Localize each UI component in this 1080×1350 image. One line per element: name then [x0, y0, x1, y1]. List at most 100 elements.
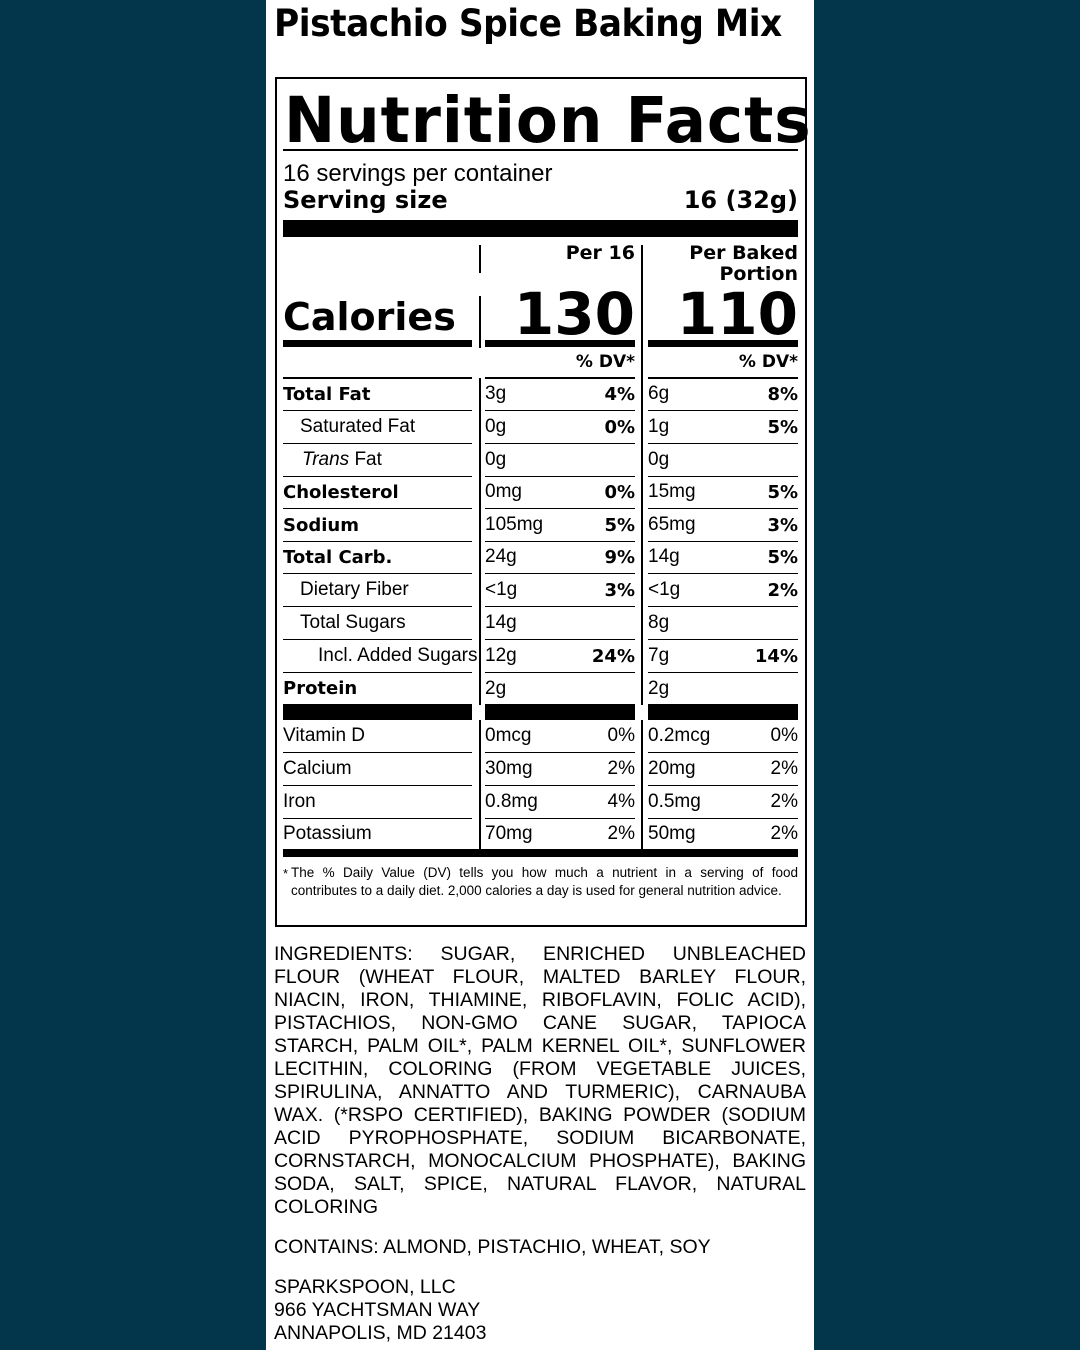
nutrient-amount: 2g: [485, 677, 507, 699]
nutrient-dv: 3%: [767, 514, 798, 536]
nutrient-amount: 15mg: [648, 481, 696, 502]
nutrient-name: Total Fat: [283, 383, 371, 405]
nutrient-dv: 4%: [607, 791, 635, 812]
dv-header-col1: % DV*: [575, 352, 635, 372]
nutrient-amount: <1g: [648, 579, 681, 600]
vitamin-row: Potassium 70mg 2% 50mg 2%: [283, 818, 798, 849]
calories-col2: 110: [676, 280, 798, 348]
column-divider: [479, 296, 481, 348]
nutrient-amount: 50mg: [648, 822, 696, 844]
column-divider: [479, 378, 481, 705]
nutrient-amount: 1g: [648, 416, 670, 437]
nutrient-amount: 3g: [485, 383, 507, 404]
divider: [485, 377, 635, 379]
nutrient-dv: 14%: [754, 645, 798, 667]
nutrient-dv: 0%: [604, 481, 635, 503]
nutrient-amount: 30mg: [485, 758, 533, 779]
nutrient-name: Cholesterol: [283, 481, 399, 503]
nutrient-amount: 24g: [485, 546, 517, 567]
calories-label: Calories: [283, 295, 456, 339]
nutrient-dv: 5%: [767, 546, 798, 568]
nutrient-dv: 0%: [607, 725, 635, 746]
nutrient-dv: 2%: [770, 822, 798, 844]
column-divider: [479, 245, 481, 273]
nutrient-amount: 0g: [485, 416, 507, 437]
nutrient-amount: 0.8mg: [485, 791, 538, 812]
nutrition-facts-box: [275, 77, 807, 927]
col1-header: Per 16: [565, 242, 635, 264]
nutrient-dv: 2%: [607, 822, 635, 844]
nutrient-row: Total Fat 3g 4% 6g 8%: [283, 378, 798, 411]
vitamin-row: Calcium 30mg 2% 20mg 2%: [283, 753, 798, 786]
nutrient-amount: <1g: [485, 579, 518, 600]
nutrient-amount: 2g: [648, 677, 670, 699]
nutrition-facts-heading: Nutrition Facts: [284, 84, 812, 157]
nutrient-dv: 2%: [767, 579, 798, 601]
nutrient-amount: 0mcg: [485, 725, 532, 746]
nutrient-amount: 0.2mcg: [648, 725, 711, 746]
nutrient-name: Incl. Added Sugars: [318, 645, 478, 666]
nutrient-dv: 2%: [770, 758, 798, 779]
col2-header-line2: Portion: [719, 263, 798, 285]
nutrient-dv: 0%: [604, 416, 635, 438]
calories-bar: [485, 340, 635, 347]
nutrient-dv: 8%: [767, 383, 798, 405]
nutrient-name: Potassium: [283, 822, 372, 844]
nutrient-dv: 9%: [604, 546, 635, 568]
nutrient-name: Vitamin D: [283, 725, 366, 746]
nutrient-name: Total Sugars: [300, 612, 406, 633]
nutrient-name: Trans Fat: [302, 449, 382, 470]
serving-size-label: Serving size: [283, 186, 448, 214]
dv-header-col2: % DV*: [738, 352, 798, 372]
nutrient-amount: 0g: [485, 449, 507, 470]
nutrient-amount: 8g: [648, 612, 670, 633]
nutrient-dv: 2%: [770, 791, 798, 812]
nutrient-dv: 5%: [767, 416, 798, 438]
nutrient-name: Total Carb.: [283, 546, 393, 568]
nutrient-dv: 5%: [604, 514, 635, 536]
nutrient-row: Sodium 105mg 5% 65mg 3%: [283, 509, 798, 542]
nutrient-name: Protein: [283, 678, 358, 699]
nutrient-amount: 105mg: [485, 514, 544, 535]
nutrient-dv: 5%: [767, 481, 798, 503]
servings-per-container: 16 servings per container: [283, 160, 553, 187]
nutrient-dv: 4%: [604, 383, 635, 405]
thick-divider: [283, 220, 798, 237]
nutrient-dv: 24%: [591, 645, 635, 667]
nutrient-row: Protein 2g 2g: [283, 672, 798, 705]
nutrient-dv: 3%: [604, 579, 635, 601]
nutrient-name: Dietary Fiber: [300, 579, 409, 600]
footnote: The % Daily Value (DV) tells you how muc…: [291, 865, 798, 898]
company-city: ANNAPOLIS, MD 21403: [274, 1322, 487, 1344]
divider: [648, 377, 798, 379]
serving-size-value: 16 (32g): [683, 186, 798, 214]
calories-col1: 130: [513, 280, 635, 348]
thick-divider: [283, 704, 472, 720]
nutrient-amount: 0mg: [485, 481, 522, 502]
nutrient-row: Cholesterol 0mg 0% 15mg 5%: [283, 476, 798, 509]
nutrient-amount: 0.5mg: [648, 791, 701, 812]
calories-bar: [648, 340, 798, 347]
thick-divider: [485, 704, 635, 720]
col2-header-line1: Per Baked: [689, 242, 798, 264]
nutrient-name: Sodium: [283, 514, 359, 536]
nutrient-amount: 7g: [648, 645, 670, 666]
thick-divider: [283, 849, 798, 857]
nutrient-row: Trans Fat 0g 0g: [283, 444, 798, 477]
allergen-statement: CONTAINS: ALMOND, PISTACHIO, WHEAT, SOY: [274, 1236, 711, 1258]
nutrient-amount: 0g: [648, 449, 670, 470]
nutrient-dv: 2%: [607, 758, 635, 779]
nutrient-name: Saturated Fat: [300, 416, 416, 437]
nutrient-name: Calcium: [283, 758, 352, 779]
nutrient-amount: 65mg: [648, 514, 696, 535]
nutrient-amount: 6g: [648, 383, 670, 404]
nutrient-row: Total Carb. 24g 9% 14g 5%: [283, 541, 798, 574]
calories-bar: [283, 340, 472, 347]
thick-divider: [648, 704, 798, 720]
nutrient-amount: 70mg: [485, 822, 533, 844]
nutrient-row: Total Sugars 14g 8g: [283, 607, 798, 640]
nutrient-row: Saturated Fat 0g 0% 1g 5%: [283, 411, 798, 444]
vitamin-row: Iron 0.8mg 4% 0.5mg 2%: [283, 786, 798, 819]
nutrient-amount: 12g: [485, 645, 517, 666]
divider: [283, 149, 798, 151]
